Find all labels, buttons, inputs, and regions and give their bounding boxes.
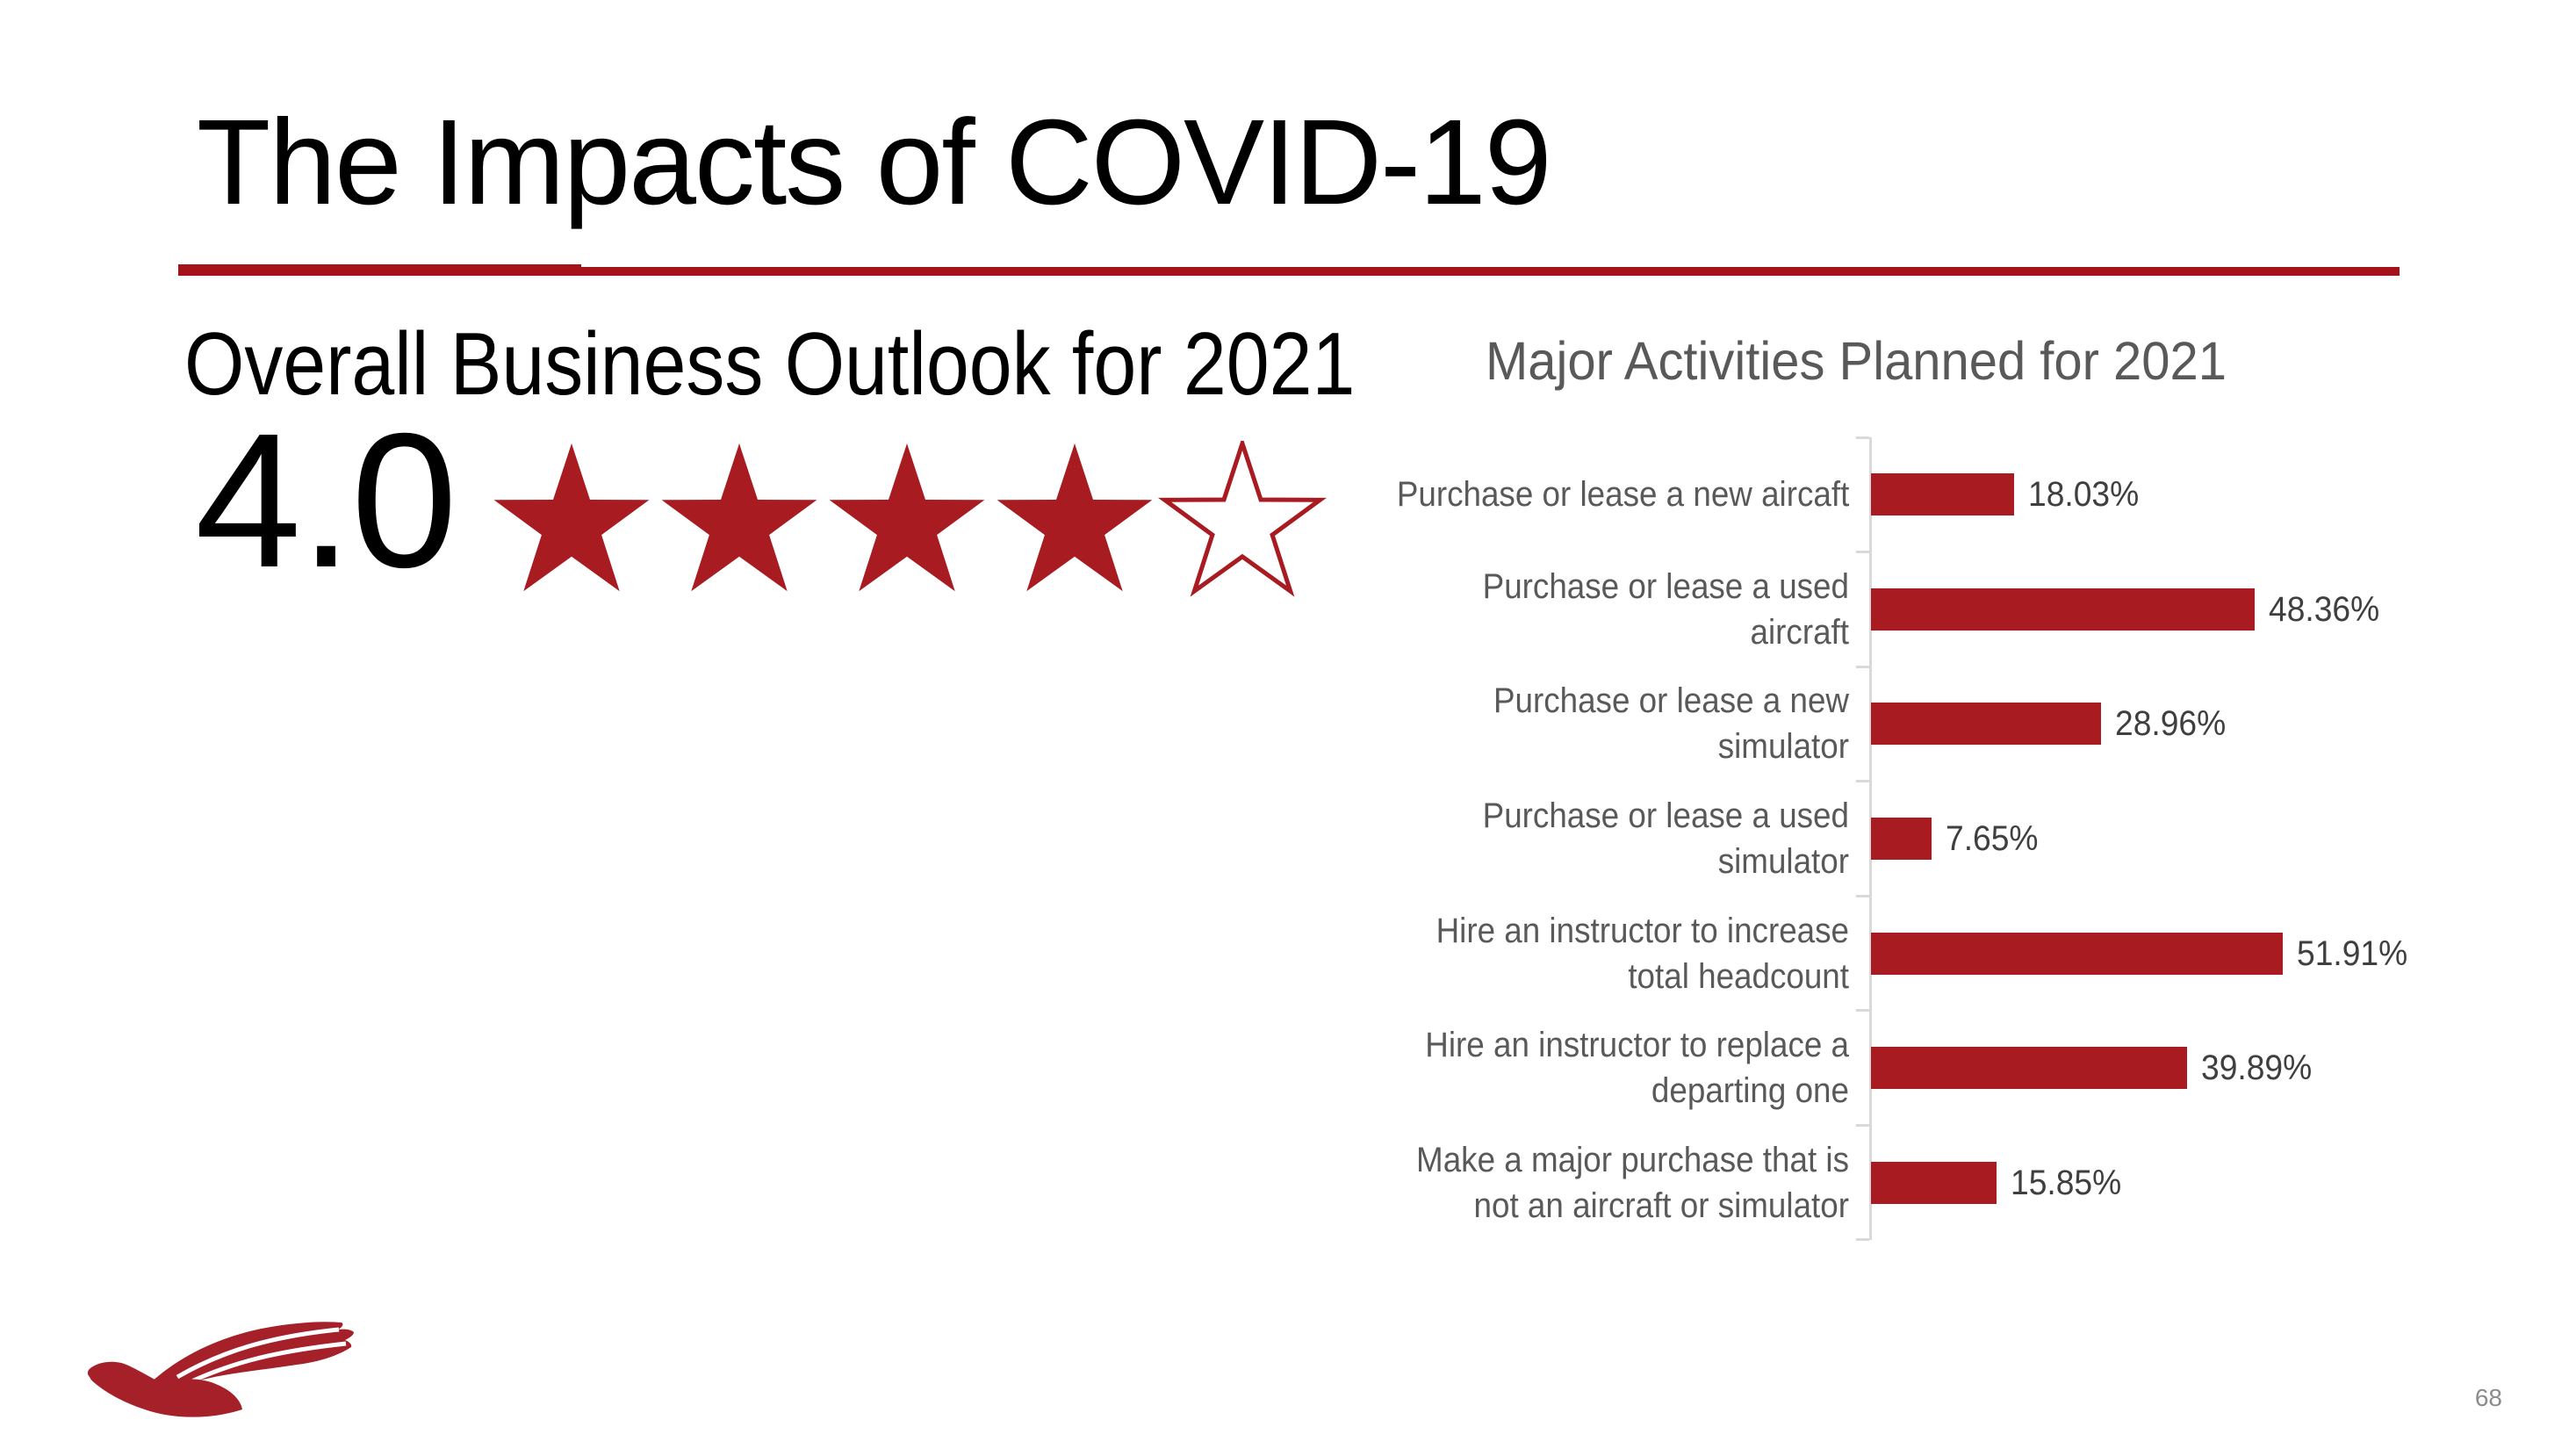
- bar-value-label: 48.36%: [2269, 590, 2380, 629]
- slide-title: The Impacts of COVID-19: [197, 95, 1552, 230]
- star-outline-icon: [1158, 441, 1327, 597]
- axis-tick: [1856, 1009, 1869, 1012]
- bar-category-label: Make a major purchase that is not an air…: [1340, 1125, 1849, 1241]
- outlook-heading: Overall Business Outlook for 2021: [184, 315, 1356, 414]
- bar-value-label: 15.85%: [2011, 1164, 2122, 1202]
- bar-value-label: 7.65%: [1946, 819, 2039, 858]
- bar: [1871, 703, 2101, 745]
- rating-value: 4.0: [195, 394, 457, 608]
- bar: [1871, 588, 2255, 631]
- bar-value-label: 28.96%: [2115, 704, 2227, 743]
- axis-tick: [1856, 666, 1869, 668]
- axis-tick: [1856, 1124, 1869, 1127]
- star-icon: [997, 443, 1153, 592]
- bird-logo-icon: [87, 1322, 354, 1417]
- bar: [1871, 933, 2283, 975]
- bar: [1871, 473, 2014, 515]
- axis-tick: [1856, 1238, 1869, 1241]
- axis-tick: [1856, 551, 1869, 553]
- bar-category-label-text: Purchase or lease a new aircaft: [1396, 475, 1849, 514]
- axis-tick: [1856, 780, 1869, 782]
- bar: [1871, 1162, 1997, 1204]
- bar-category-label-text: Purchase or lease a used aircraft: [1482, 567, 1849, 652]
- star-rating: [493, 441, 1327, 597]
- chart-axis-line: [1869, 437, 1872, 1240]
- bar-category-label-text: Purchase or lease a used simulator: [1482, 796, 1849, 881]
- star-icon: [829, 443, 985, 592]
- bar-category-label: Purchase or lease a new aircaft: [1340, 436, 1849, 552]
- axis-tick: [1856, 895, 1869, 897]
- title-divider-accent: [178, 264, 581, 276]
- bar-category-label: Purchase or lease a used simulator: [1340, 781, 1849, 897]
- bar-category-label-text: Purchase or lease a new simulator: [1493, 681, 1849, 766]
- bar-category-label: Purchase or lease a used aircraft: [1340, 551, 1849, 667]
- star-icon: [661, 443, 817, 592]
- star-icon: [493, 443, 650, 592]
- bar-value-label: 51.91%: [2297, 934, 2408, 973]
- bar-category-label: Hire an instructor to increase total hea…: [1340, 896, 1849, 1012]
- bar-value-label: 39.89%: [2201, 1049, 2313, 1087]
- bar: [1871, 818, 1932, 860]
- bar-category-label: Hire an instructor to replace a departin…: [1340, 1010, 1849, 1126]
- chart-title: Major Activities Planned for 2021: [1486, 331, 2227, 391]
- title-divider-line: [178, 267, 2400, 276]
- page-number: 68: [2474, 1384, 2502, 1411]
- axis-tick: [1856, 436, 1869, 439]
- bar-category-label: Purchase or lease a new simulator: [1340, 666, 1849, 782]
- bar-category-label-text: Hire an instructor to replace a departin…: [1425, 1026, 1849, 1110]
- bar-value-label: 18.03%: [2028, 475, 2140, 514]
- bar-category-label-text: Make a major purchase that is not an air…: [1416, 1141, 1849, 1225]
- bar-category-label-text: Hire an instructor to increase total hea…: [1436, 912, 1849, 996]
- bar: [1871, 1047, 2187, 1089]
